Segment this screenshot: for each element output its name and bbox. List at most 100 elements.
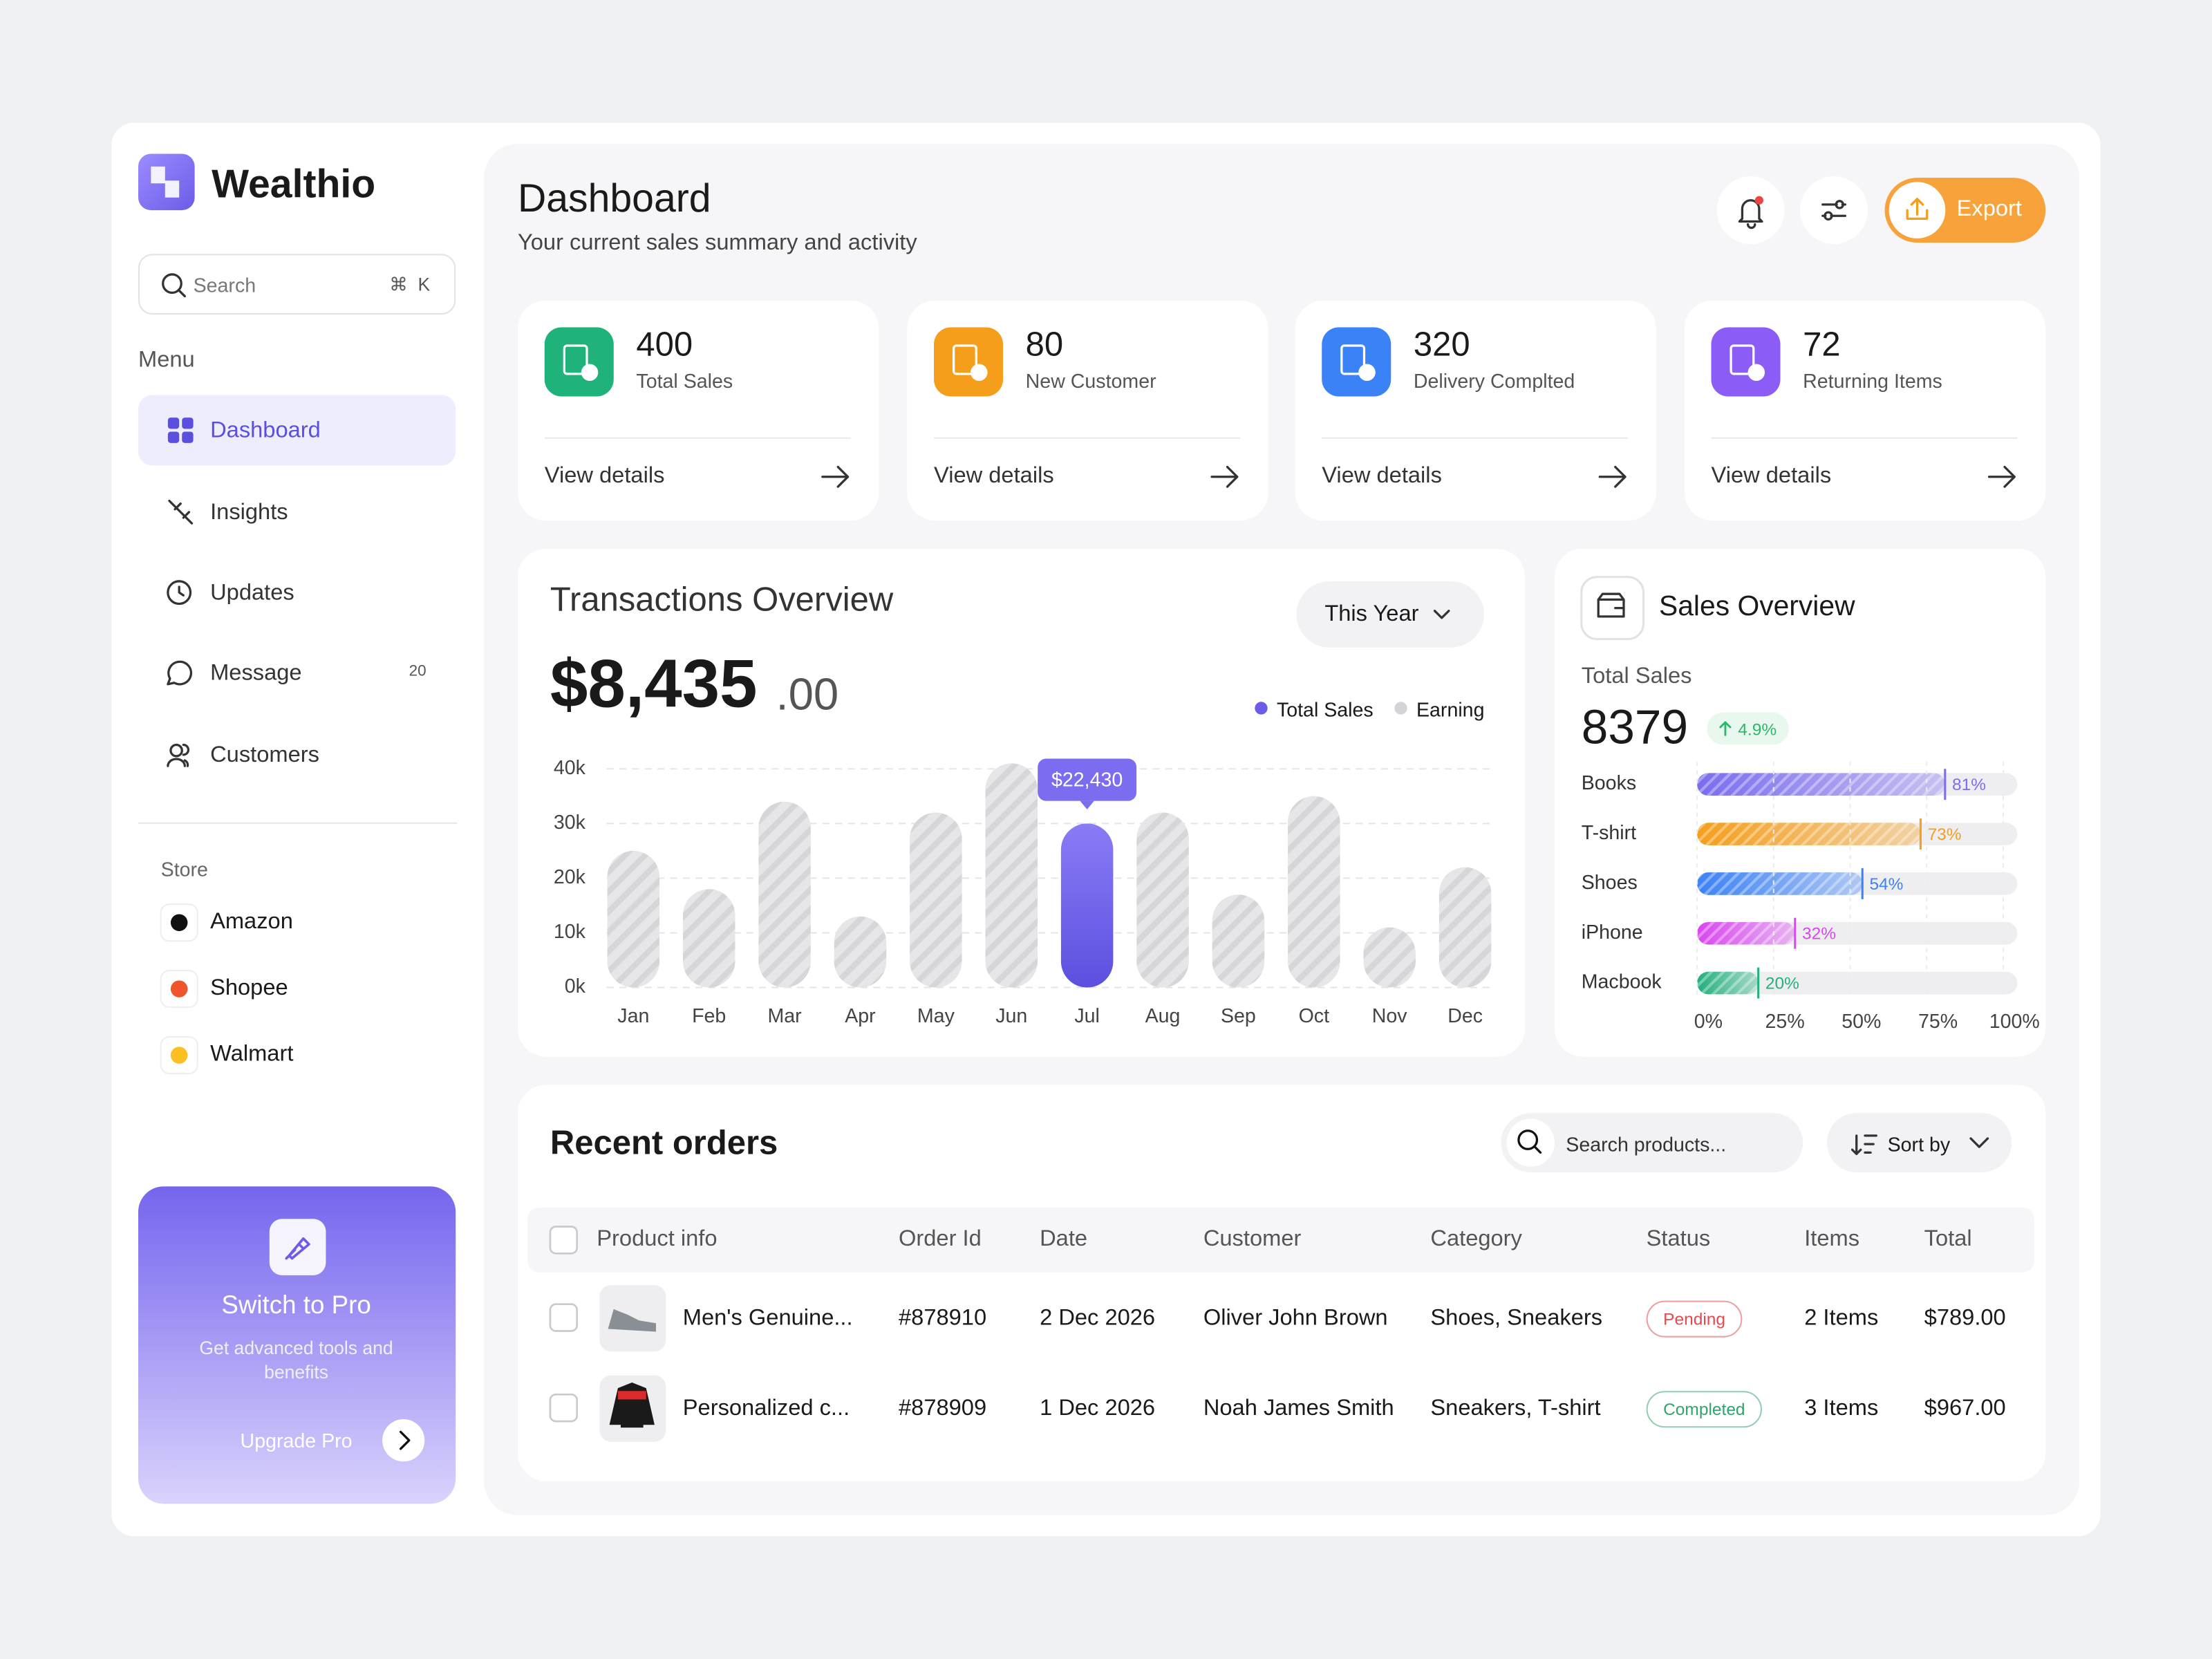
menu-item[interactable]: Dashboard	[210, 419, 321, 444]
transactions-amount: $8,435	[550, 648, 758, 723]
bar-stripes	[1697, 971, 1759, 995]
bar-stripes	[1697, 921, 1795, 945]
sort-icon	[1850, 1134, 1877, 1156]
period-filter-label[interactable]: This Year	[1324, 603, 1419, 627]
value-label: 81%	[1952, 776, 1986, 794]
stat-icon-glyph	[563, 344, 588, 375]
bar	[1288, 796, 1340, 988]
legend-label: Total Sales	[1276, 697, 1374, 721]
column-header: Status	[1646, 1228, 1711, 1253]
orders-title: Recent orders	[550, 1123, 778, 1162]
stat-icon-glyph	[1340, 344, 1366, 375]
search-box[interactable]	[138, 254, 456, 315]
stat-icon-coin	[1747, 364, 1765, 382]
bar	[607, 850, 660, 988]
x-tick-label: 75%	[1918, 1011, 1958, 1033]
table-cell[interactable]: Personalized c...	[682, 1397, 850, 1421]
y-tick-label: 30k	[554, 812, 586, 834]
store-name[interactable]: Walmart	[210, 1042, 294, 1067]
tooltip-label: $22,430	[1051, 769, 1123, 791]
notification-button	[1716, 176, 1785, 245]
sort-button-label[interactable]: Sort by	[1887, 1132, 1951, 1155]
page-subtitle: Your current sales summary and activity	[517, 232, 917, 256]
sales-overview-icon	[1580, 576, 1645, 641]
menu-item-active-bg[interactable]	[138, 395, 456, 466]
x-tick-label: 100%	[1989, 1011, 2040, 1033]
x-tick-label: Jan	[617, 1005, 649, 1027]
x-tick-label: Feb	[692, 1005, 726, 1027]
stat-link[interactable]: View details	[934, 465, 1054, 489]
bar	[985, 763, 1038, 988]
search-icon	[162, 273, 182, 294]
bar	[910, 812, 962, 988]
column-header: Category	[1430, 1228, 1522, 1253]
bar	[1363, 927, 1416, 988]
x-tick-label: Dec	[1447, 1005, 1483, 1027]
y-tick-label: 0k	[565, 975, 586, 997]
export-icon	[1906, 198, 1929, 220]
x-tick-label: Mar	[768, 1005, 803, 1027]
table-cell: 2 Items	[1804, 1306, 1879, 1331]
menu-item[interactable]: Customers	[210, 744, 319, 769]
menu-title: Menu	[138, 348, 195, 373]
notification-dot	[1754, 196, 1764, 205]
category-label: T-shirt	[1582, 822, 1636, 844]
bar-stripes	[1697, 872, 1863, 895]
table-cell: Sneakers, T-shirt	[1430, 1397, 1601, 1421]
stat-link[interactable]: View details	[544, 465, 665, 489]
table-cell[interactable]: Men's Genuine...	[682, 1306, 853, 1331]
value-label: 20%	[1765, 975, 1799, 993]
table-cell: 1 Dec 2026	[1040, 1397, 1156, 1421]
stat-value: 72	[1803, 325, 1841, 364]
sort-chevron	[1969, 1137, 1989, 1148]
product-search-handle	[1533, 1145, 1542, 1154]
category-label: Macbook	[1582, 971, 1662, 993]
stat-link-arrow	[1987, 465, 2016, 488]
column-header: Product info	[597, 1228, 718, 1253]
status-pill: Completed	[1646, 1391, 1763, 1428]
value-label: 73%	[1928, 825, 1962, 844]
menu-item[interactable]: Insights	[210, 501, 288, 525]
product-search-icon-bg	[1506, 1118, 1555, 1167]
upgrade-button-label[interactable]: Upgrade Pro	[240, 1428, 353, 1452]
stat-label: New Customer	[1025, 368, 1156, 392]
menu-item[interactable]: Updates	[210, 581, 294, 606]
stat-link-arrow	[1598, 465, 1627, 488]
x-tick-label: Oct	[1299, 1005, 1329, 1027]
store-name[interactable]: Amazon	[210, 910, 293, 935]
category-label: iPhone	[1582, 921, 1643, 944]
menu-icon	[178, 585, 185, 597]
sort-button[interactable]	[1826, 1113, 2012, 1172]
stat-icon	[1322, 327, 1391, 397]
menu-icon	[167, 580, 192, 606]
table-cell: 3 Items	[1804, 1397, 1879, 1421]
legend-dot	[1255, 702, 1268, 715]
bell-icon	[1738, 199, 1763, 229]
period-filter[interactable]	[1296, 581, 1484, 648]
stat-label: Total Sales	[636, 368, 733, 392]
column-header: Items	[1804, 1228, 1860, 1253]
stat-link[interactable]: View details	[1711, 465, 1832, 489]
product-search-icon	[1517, 1130, 1539, 1150]
legend-label: Earning	[1416, 697, 1485, 721]
bar-track	[1697, 971, 2018, 995]
store-name[interactable]: Shopee	[210, 977, 288, 1001]
stat-label: Delivery Complted	[1413, 368, 1575, 392]
bar	[1060, 823, 1114, 988]
y-tick-label: 40k	[554, 757, 586, 779]
sales-total-value: 8379	[1581, 700, 1689, 755]
stat-link[interactable]: View details	[1322, 465, 1442, 489]
menu-item[interactable]: Message	[210, 662, 302, 686]
export-button-label[interactable]: Export	[1956, 198, 2022, 223]
bar	[1438, 867, 1492, 988]
stat-icon-glyph	[1730, 344, 1755, 375]
transactions-amount-cents: .00	[776, 668, 839, 720]
x-tick-label: Sep	[1221, 1005, 1256, 1027]
x-tick-label: 50%	[1841, 1011, 1881, 1033]
store-title: Store	[160, 856, 208, 880]
row-checkbox	[549, 1303, 579, 1332]
bar	[1136, 812, 1189, 988]
menu-icon	[167, 660, 193, 686]
store-icon-mark	[170, 1047, 188, 1064]
